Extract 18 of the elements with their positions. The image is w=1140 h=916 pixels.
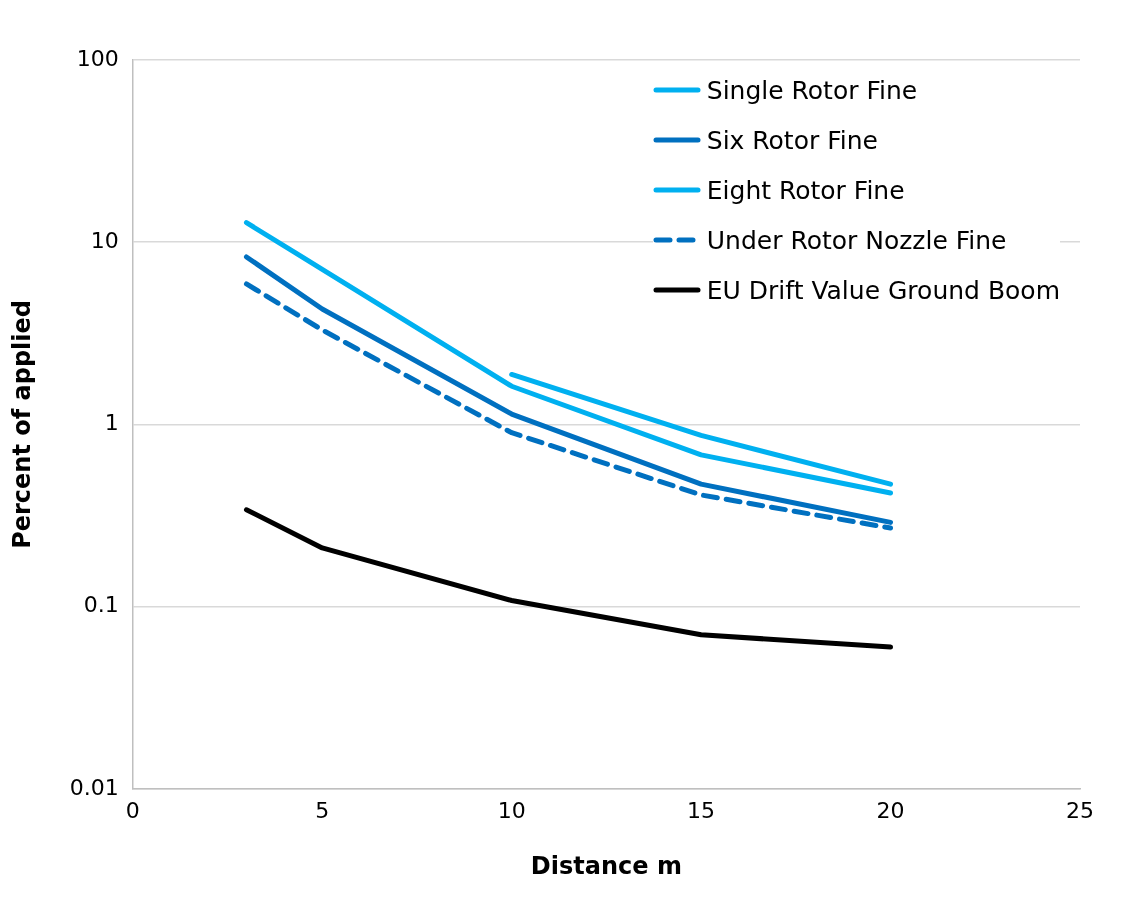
legend-label: Six Rotor Fine <box>706 125 878 155</box>
x-tick-label: 25 <box>1066 797 1094 823</box>
legend-label: Single Rotor Fine <box>706 75 918 105</box>
y-tick-label: 100 <box>76 45 119 71</box>
legend-label: Eight Rotor Fine <box>706 175 905 205</box>
y-tick-label: 10 <box>90 227 119 253</box>
x-tick-label: 20 <box>876 797 905 823</box>
x-axis-title: Distance m <box>530 851 682 880</box>
y-tick-label: 0.1 <box>83 592 119 618</box>
x-tick-label: 15 <box>687 797 716 823</box>
x-tick-label: 10 <box>497 797 526 823</box>
x-tick-label: 0 <box>125 797 140 823</box>
legend-label: EU Drift Value Ground Boom <box>706 275 1060 305</box>
y-tick-label: 0.01 <box>69 774 119 800</box>
legend-label: Under Rotor Nozzle Fine <box>706 225 1007 255</box>
y-axis-title: Percent of applied <box>7 299 36 549</box>
x-tick-label: 5 <box>315 797 330 823</box>
y-tick-label: 1 <box>104 410 119 436</box>
